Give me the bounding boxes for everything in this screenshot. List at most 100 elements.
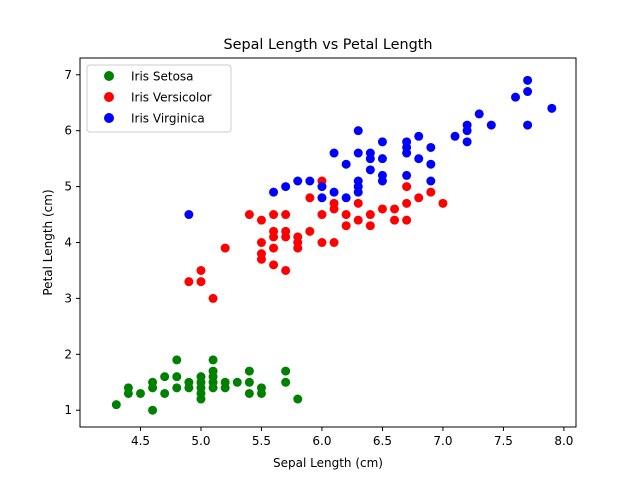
- data-point: [232, 377, 242, 387]
- data-point: [462, 137, 472, 147]
- x-tick-label: 7.0: [433, 434, 452, 448]
- y-tick-label: 3: [64, 291, 72, 305]
- data-point: [353, 176, 363, 186]
- data-point: [402, 182, 412, 192]
- data-point: [244, 377, 254, 387]
- data-point: [414, 154, 424, 164]
- y-tick-label: 6: [64, 124, 72, 138]
- data-point: [196, 265, 206, 275]
- data-point: [511, 92, 521, 102]
- data-point: [256, 215, 266, 225]
- legend: Iris Setosa Iris Versicolor Iris Virginica: [86, 64, 232, 133]
- data-point: [390, 215, 400, 225]
- data-point: [220, 377, 230, 387]
- x-tick-label: 5.5: [252, 434, 271, 448]
- data-point: [196, 277, 206, 287]
- data-point: [438, 198, 448, 208]
- data-point: [462, 120, 472, 130]
- data-point: [414, 131, 424, 141]
- data-point: [148, 405, 158, 415]
- data-point: [329, 148, 339, 158]
- points-layer: [111, 75, 557, 415]
- data-point: [317, 182, 327, 192]
- data-point: [353, 215, 363, 225]
- data-point: [341, 210, 351, 220]
- y-tick-label: 5: [64, 180, 72, 194]
- data-point: [402, 137, 412, 147]
- data-point: [244, 366, 254, 376]
- data-point: [281, 226, 291, 236]
- y-tick-label: 2: [64, 347, 72, 361]
- data-point: [426, 142, 436, 152]
- data-point: [281, 265, 291, 275]
- x-axis-label: Sepal Length (cm): [273, 456, 383, 470]
- data-point: [377, 137, 387, 147]
- y-tick-label: 1: [64, 403, 72, 417]
- data-point: [377, 204, 387, 214]
- data-point: [111, 400, 121, 410]
- legend-label: Iris Virginica: [131, 112, 205, 126]
- data-point: [474, 109, 484, 119]
- data-point: [426, 176, 436, 186]
- data-point: [208, 366, 218, 376]
- data-point: [269, 243, 279, 253]
- data-point: [426, 187, 436, 197]
- data-point: [317, 210, 327, 220]
- x-tick-label: 4.5: [131, 434, 150, 448]
- data-point: [305, 176, 315, 186]
- data-point: [329, 238, 339, 247]
- data-point: [353, 126, 363, 136]
- data-point: [184, 210, 194, 220]
- y-tick-label: 4: [64, 236, 72, 250]
- data-point: [341, 159, 351, 169]
- data-point: [365, 148, 375, 158]
- data-point: [208, 355, 218, 365]
- legend-marker: [104, 92, 114, 102]
- data-point: [184, 277, 194, 287]
- data-point: [293, 176, 303, 186]
- y-tick-label: 7: [64, 68, 72, 82]
- data-point: [426, 159, 436, 169]
- data-point: [377, 154, 387, 164]
- data-point: [353, 198, 363, 208]
- data-point: [244, 210, 254, 220]
- legend-label: Iris Versicolor: [131, 91, 212, 105]
- data-point: [269, 226, 279, 236]
- data-point: [172, 355, 182, 365]
- data-point: [341, 221, 351, 231]
- data-point: [293, 394, 303, 404]
- y-axis-label: Petal Length (cm): [41, 189, 55, 295]
- data-point: [220, 243, 230, 253]
- data-point: [281, 182, 291, 192]
- data-point: [402, 170, 412, 180]
- data-point: [160, 388, 170, 398]
- data-point: [365, 165, 375, 175]
- data-point: [329, 198, 339, 208]
- data-point: [208, 293, 218, 303]
- data-point: [269, 260, 279, 270]
- x-tick-label: 5.0: [191, 434, 210, 448]
- data-point: [269, 187, 279, 197]
- data-point: [402, 215, 412, 225]
- data-point: [341, 193, 351, 203]
- data-point: [160, 372, 170, 382]
- data-point: [281, 366, 291, 376]
- data-point: [196, 372, 206, 382]
- data-point: [402, 198, 412, 208]
- data-point: [377, 170, 387, 180]
- data-point: [281, 377, 291, 387]
- data-point: [293, 232, 303, 242]
- data-point: [317, 193, 327, 203]
- data-point: [135, 388, 145, 398]
- data-point: [353, 148, 363, 158]
- data-point: [305, 226, 315, 236]
- data-point: [148, 377, 158, 387]
- data-point: [365, 221, 375, 231]
- data-point: [256, 383, 266, 393]
- legend-label: Iris Setosa: [131, 70, 194, 84]
- data-point: [317, 238, 327, 247]
- data-point: [305, 193, 315, 203]
- data-point: [244, 388, 254, 398]
- data-point: [172, 372, 182, 382]
